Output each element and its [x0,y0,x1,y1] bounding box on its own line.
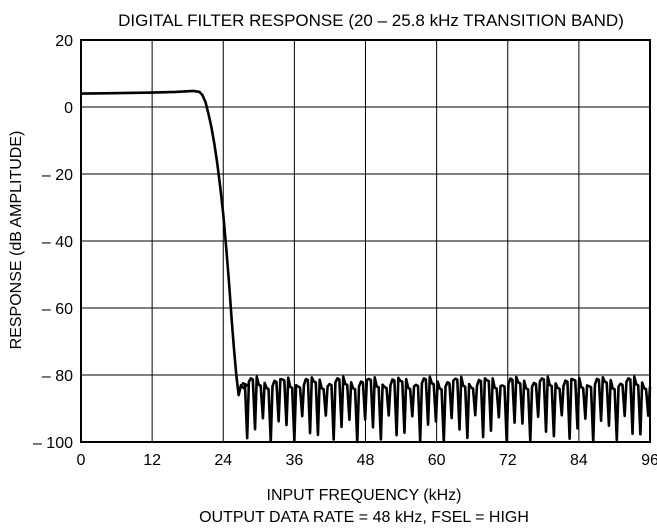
x-tick-label: 12 [143,452,161,469]
y-tick-label: 20 [55,33,73,50]
x-tick-label: 48 [357,452,375,469]
x-axis-subtitle: OUTPUT DATA RATE = 48 kHz, FSEL = HIGH [199,509,529,526]
x-axis-ticks: 0 12 24 36 48 60 72 84 96 [77,452,657,469]
gridlines [80,39,651,443]
y-tick-label: – 80 [42,368,73,385]
x-tick-label: 0 [77,452,86,469]
filter-response-line [80,89,652,444]
y-tick-label: – 60 [42,301,73,318]
x-tick-label: 72 [499,452,517,469]
x-tick-label: 24 [214,452,232,469]
y-axis-ticks: 20 0 – 20 – 40 – 60 – 80 – 100 [33,33,73,452]
y-tick-label: 0 [64,100,73,117]
x-tick-label: 96 [641,452,657,469]
x-tick-label: 36 [285,452,303,469]
y-axis-label: RESPONSE (dB AMPLITUDE) [8,131,25,350]
x-tick-label: 60 [428,452,446,469]
y-tick-label: – 20 [42,167,73,184]
y-tick-label: – 40 [42,234,73,251]
y-tick-label: – 100 [33,435,73,452]
x-axis-label: INPUT FREQUENCY (kHz) [267,487,462,504]
chart-title: DIGITAL FILTER RESPONSE (20 – 25.8 kHz T… [118,11,624,30]
x-tick-label: 84 [570,452,588,469]
plot-frame [80,39,651,443]
